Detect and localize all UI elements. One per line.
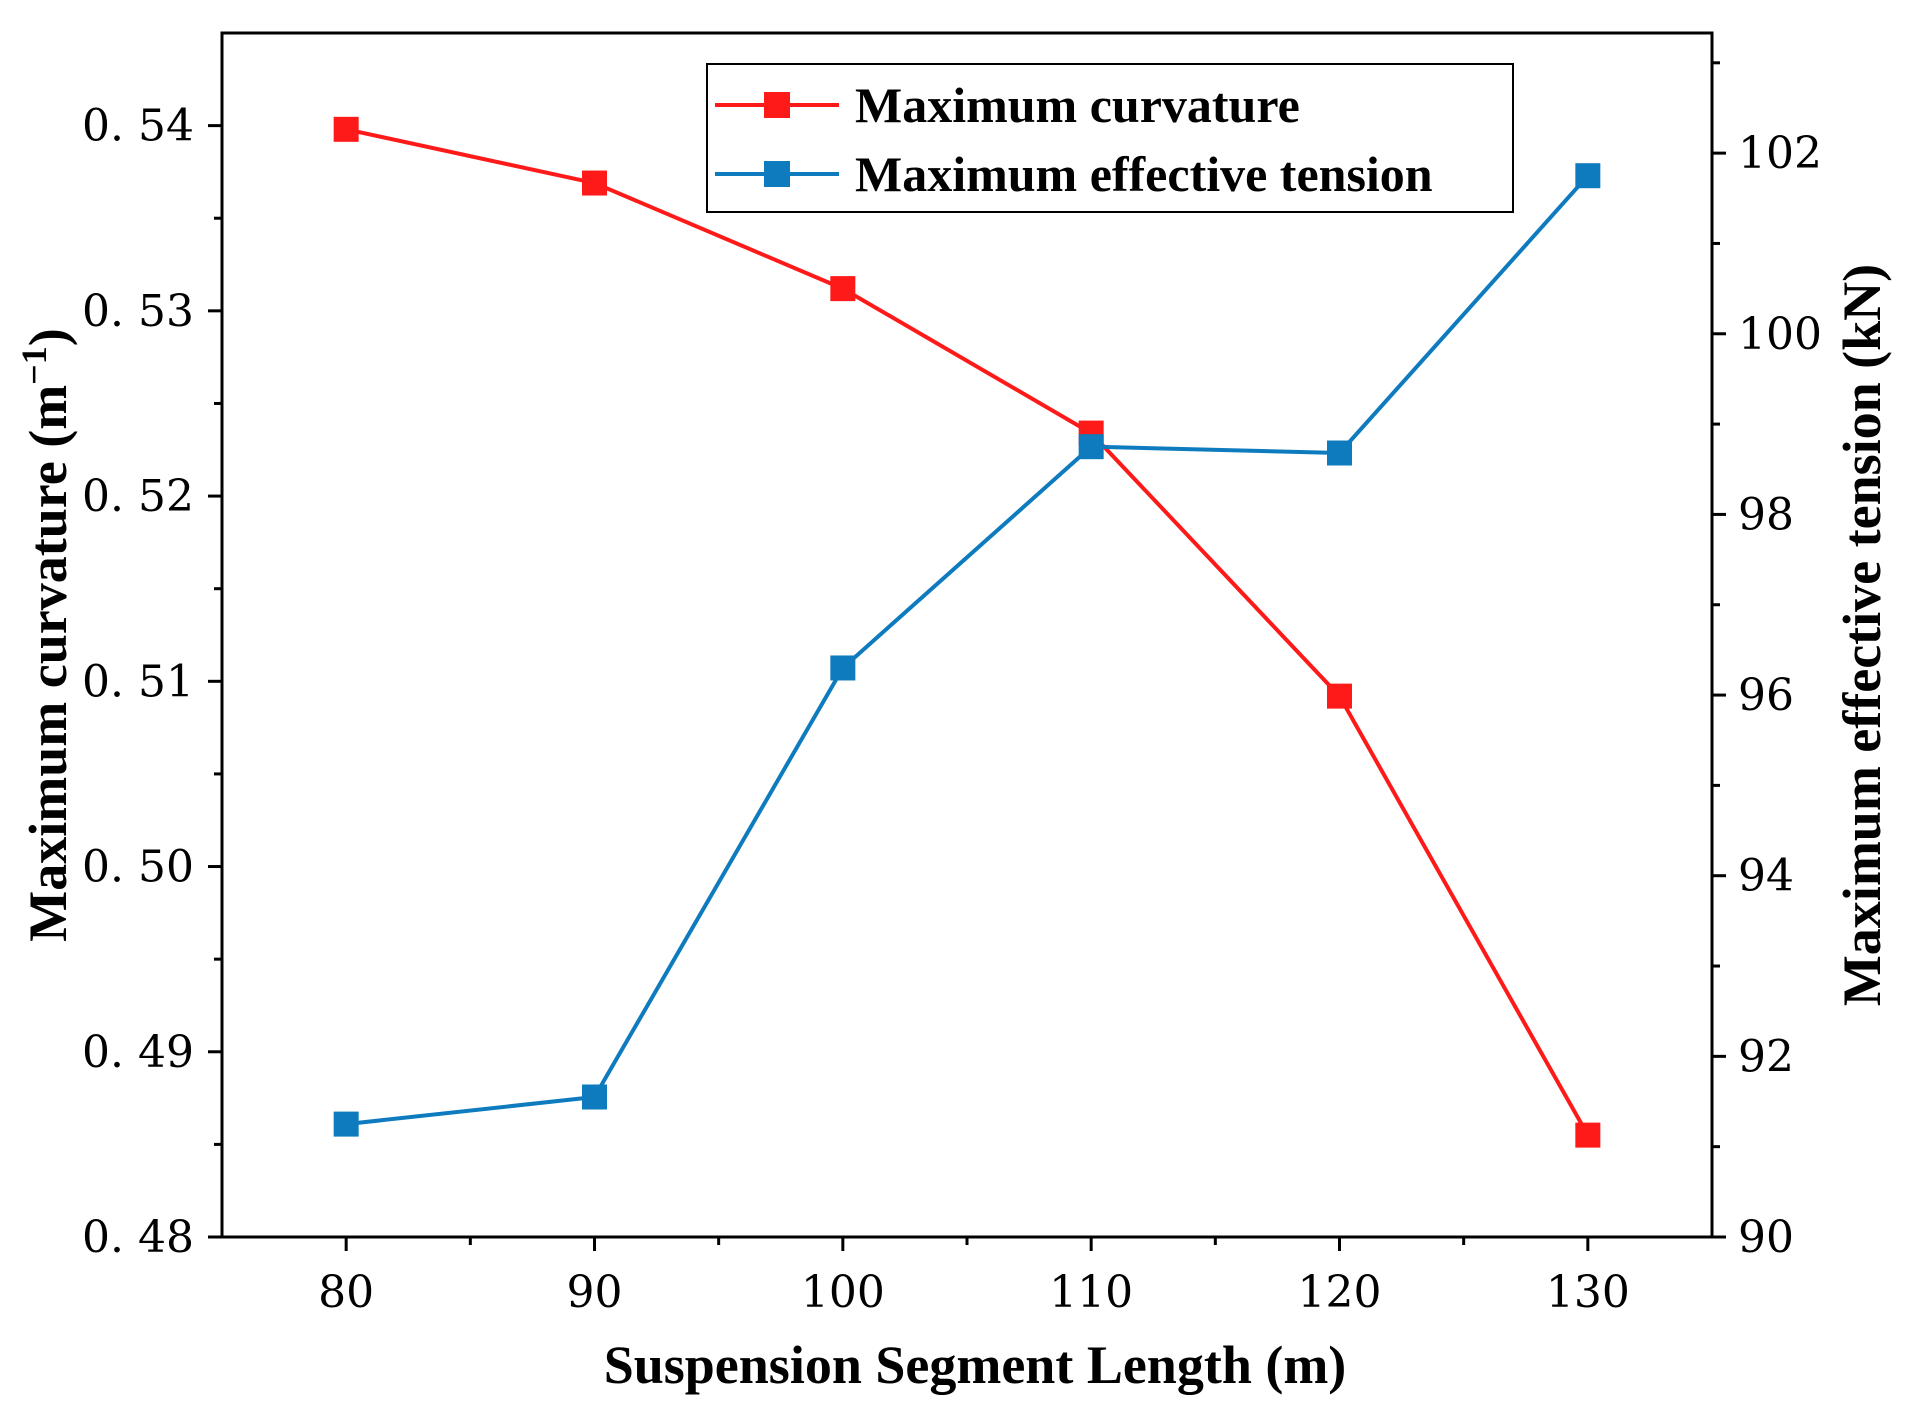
x-tick-label: 120	[1298, 1267, 1382, 1318]
plot-frame	[220, 31, 1714, 1239]
series-line-1	[345, 127, 1590, 1137]
x-tick-label: 110	[1049, 1267, 1133, 1318]
y-left-tick-label: 0. 49	[82, 1027, 194, 1078]
y-right-tick-label: 102	[1738, 128, 1822, 179]
series-2-marker	[1575, 163, 1601, 189]
y-left-tick-label: 0. 54	[82, 101, 194, 152]
y-axis-left-title-superscript: −1	[14, 346, 54, 385]
y-axis-left-title: Maximum curvature (m−1)	[14, 328, 78, 941]
y-right-tick-label: 98	[1738, 489, 1794, 540]
x-axis-title: Suspension Segment Length (m)	[604, 1335, 1347, 1395]
legend-label: Maximum effective tension	[855, 146, 1433, 202]
series-1-marker	[582, 170, 607, 196]
y-left-tick-label: 0. 51	[82, 656, 194, 707]
y-axis-left-title-text: Maximum curvature (m	[18, 385, 78, 942]
y-left-tick-label: 0. 48	[82, 1212, 194, 1263]
y-axis-right-title: Maximum effective tension (kN)	[1832, 264, 1892, 1006]
series-1-marker	[333, 116, 359, 142]
x-tick-label: 80	[318, 1267, 374, 1318]
series-1-marker	[1575, 1122, 1601, 1148]
y-left-tick-label: 0. 53	[82, 286, 194, 337]
y-right-tick-label: 96	[1738, 670, 1794, 721]
legend-label: Maximum curvature	[855, 77, 1300, 133]
series-2-marker	[1078, 434, 1104, 460]
series-1-marker	[830, 276, 856, 302]
series-2-marker	[333, 1111, 359, 1137]
series-line-2	[345, 174, 1590, 1127]
y-right-tick-label: 92	[1738, 1031, 1794, 1082]
legend-box	[706, 63, 1514, 213]
y-right-tick-label: 94	[1738, 851, 1794, 902]
series-1-marker	[1327, 683, 1352, 709]
y-right-tick-label: 90	[1738, 1212, 1794, 1263]
series-2-marker	[830, 655, 856, 681]
y-axis-left-title-close: )	[18, 328, 78, 346]
x-tick-label: 130	[1546, 1267, 1630, 1318]
series-2-marker	[1327, 440, 1352, 466]
plot-area: 80 90 100 110 120 130 0. 48 0. 49 0. 50 0. 51 0. 5…	[82, 31, 1822, 1318]
x-tick-label: 90	[567, 1267, 623, 1318]
y-right-tick-label: 100	[1738, 309, 1822, 360]
series-2-marker	[582, 1084, 607, 1110]
y-left-tick-label: 0. 50	[82, 842, 194, 893]
x-tick-label: 100	[801, 1267, 885, 1318]
legend-marker	[764, 92, 790, 118]
legend: Maximum curvature Maximum effective tensi…	[706, 63, 1514, 213]
legend-marker	[764, 161, 790, 187]
y-left-tick-label: 0. 52	[82, 471, 194, 522]
